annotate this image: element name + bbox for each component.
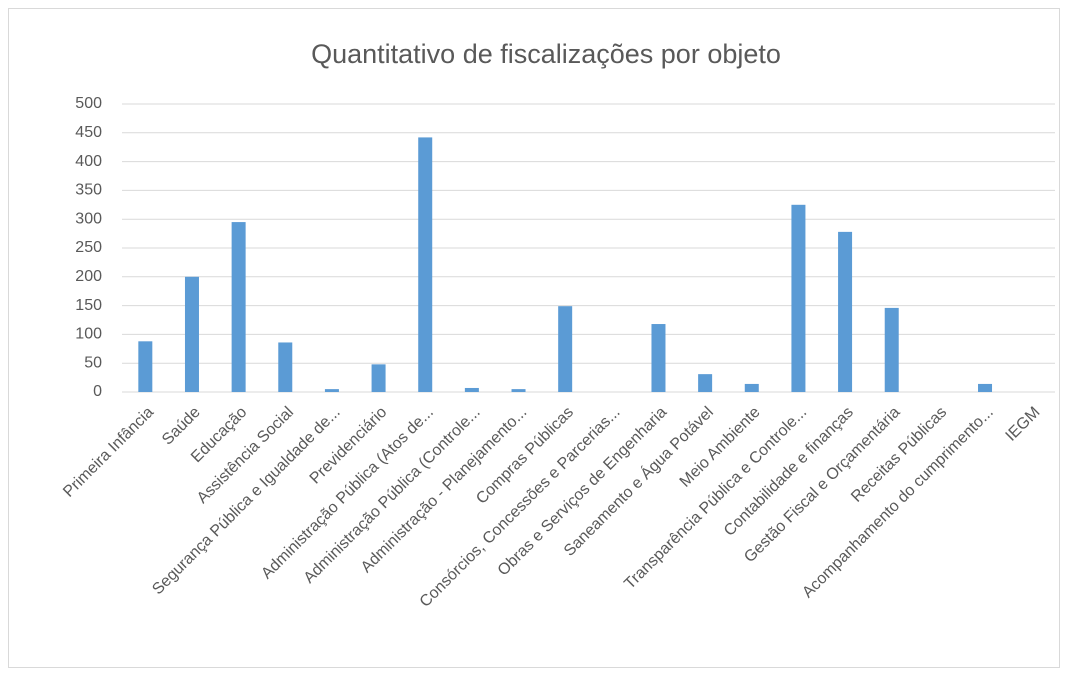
bar <box>978 383 993 392</box>
bar <box>651 324 666 392</box>
y-tick-label: 200 <box>75 268 102 285</box>
bar <box>184 276 199 392</box>
bar <box>138 341 153 392</box>
y-tick-label: 400 <box>75 153 102 170</box>
bar <box>371 364 386 392</box>
y-tick-label: 0 <box>93 383 102 400</box>
y-tick-label: 100 <box>75 326 102 343</box>
bar <box>231 222 246 392</box>
bar <box>791 204 806 392</box>
bar <box>744 383 759 392</box>
bar <box>511 389 526 392</box>
y-tick-label: 350 <box>75 182 102 199</box>
y-tick-label: 500 <box>75 95 102 112</box>
chart-frame <box>8 8 1060 668</box>
bar <box>464 387 479 392</box>
bar <box>558 306 573 392</box>
y-tick-label: 250 <box>75 239 102 256</box>
bar <box>278 342 293 392</box>
bar <box>838 231 853 392</box>
bar <box>884 307 899 392</box>
bar <box>324 389 339 392</box>
y-tick-label: 300 <box>75 210 102 227</box>
y-tick-label: 50 <box>84 354 102 371</box>
y-tick-label: 150 <box>75 297 102 314</box>
bar <box>698 374 713 392</box>
y-tick-label: 450 <box>75 124 102 141</box>
bar <box>418 137 433 392</box>
chart-title: Quantitativo de fiscalizações por objeto <box>311 39 781 69</box>
